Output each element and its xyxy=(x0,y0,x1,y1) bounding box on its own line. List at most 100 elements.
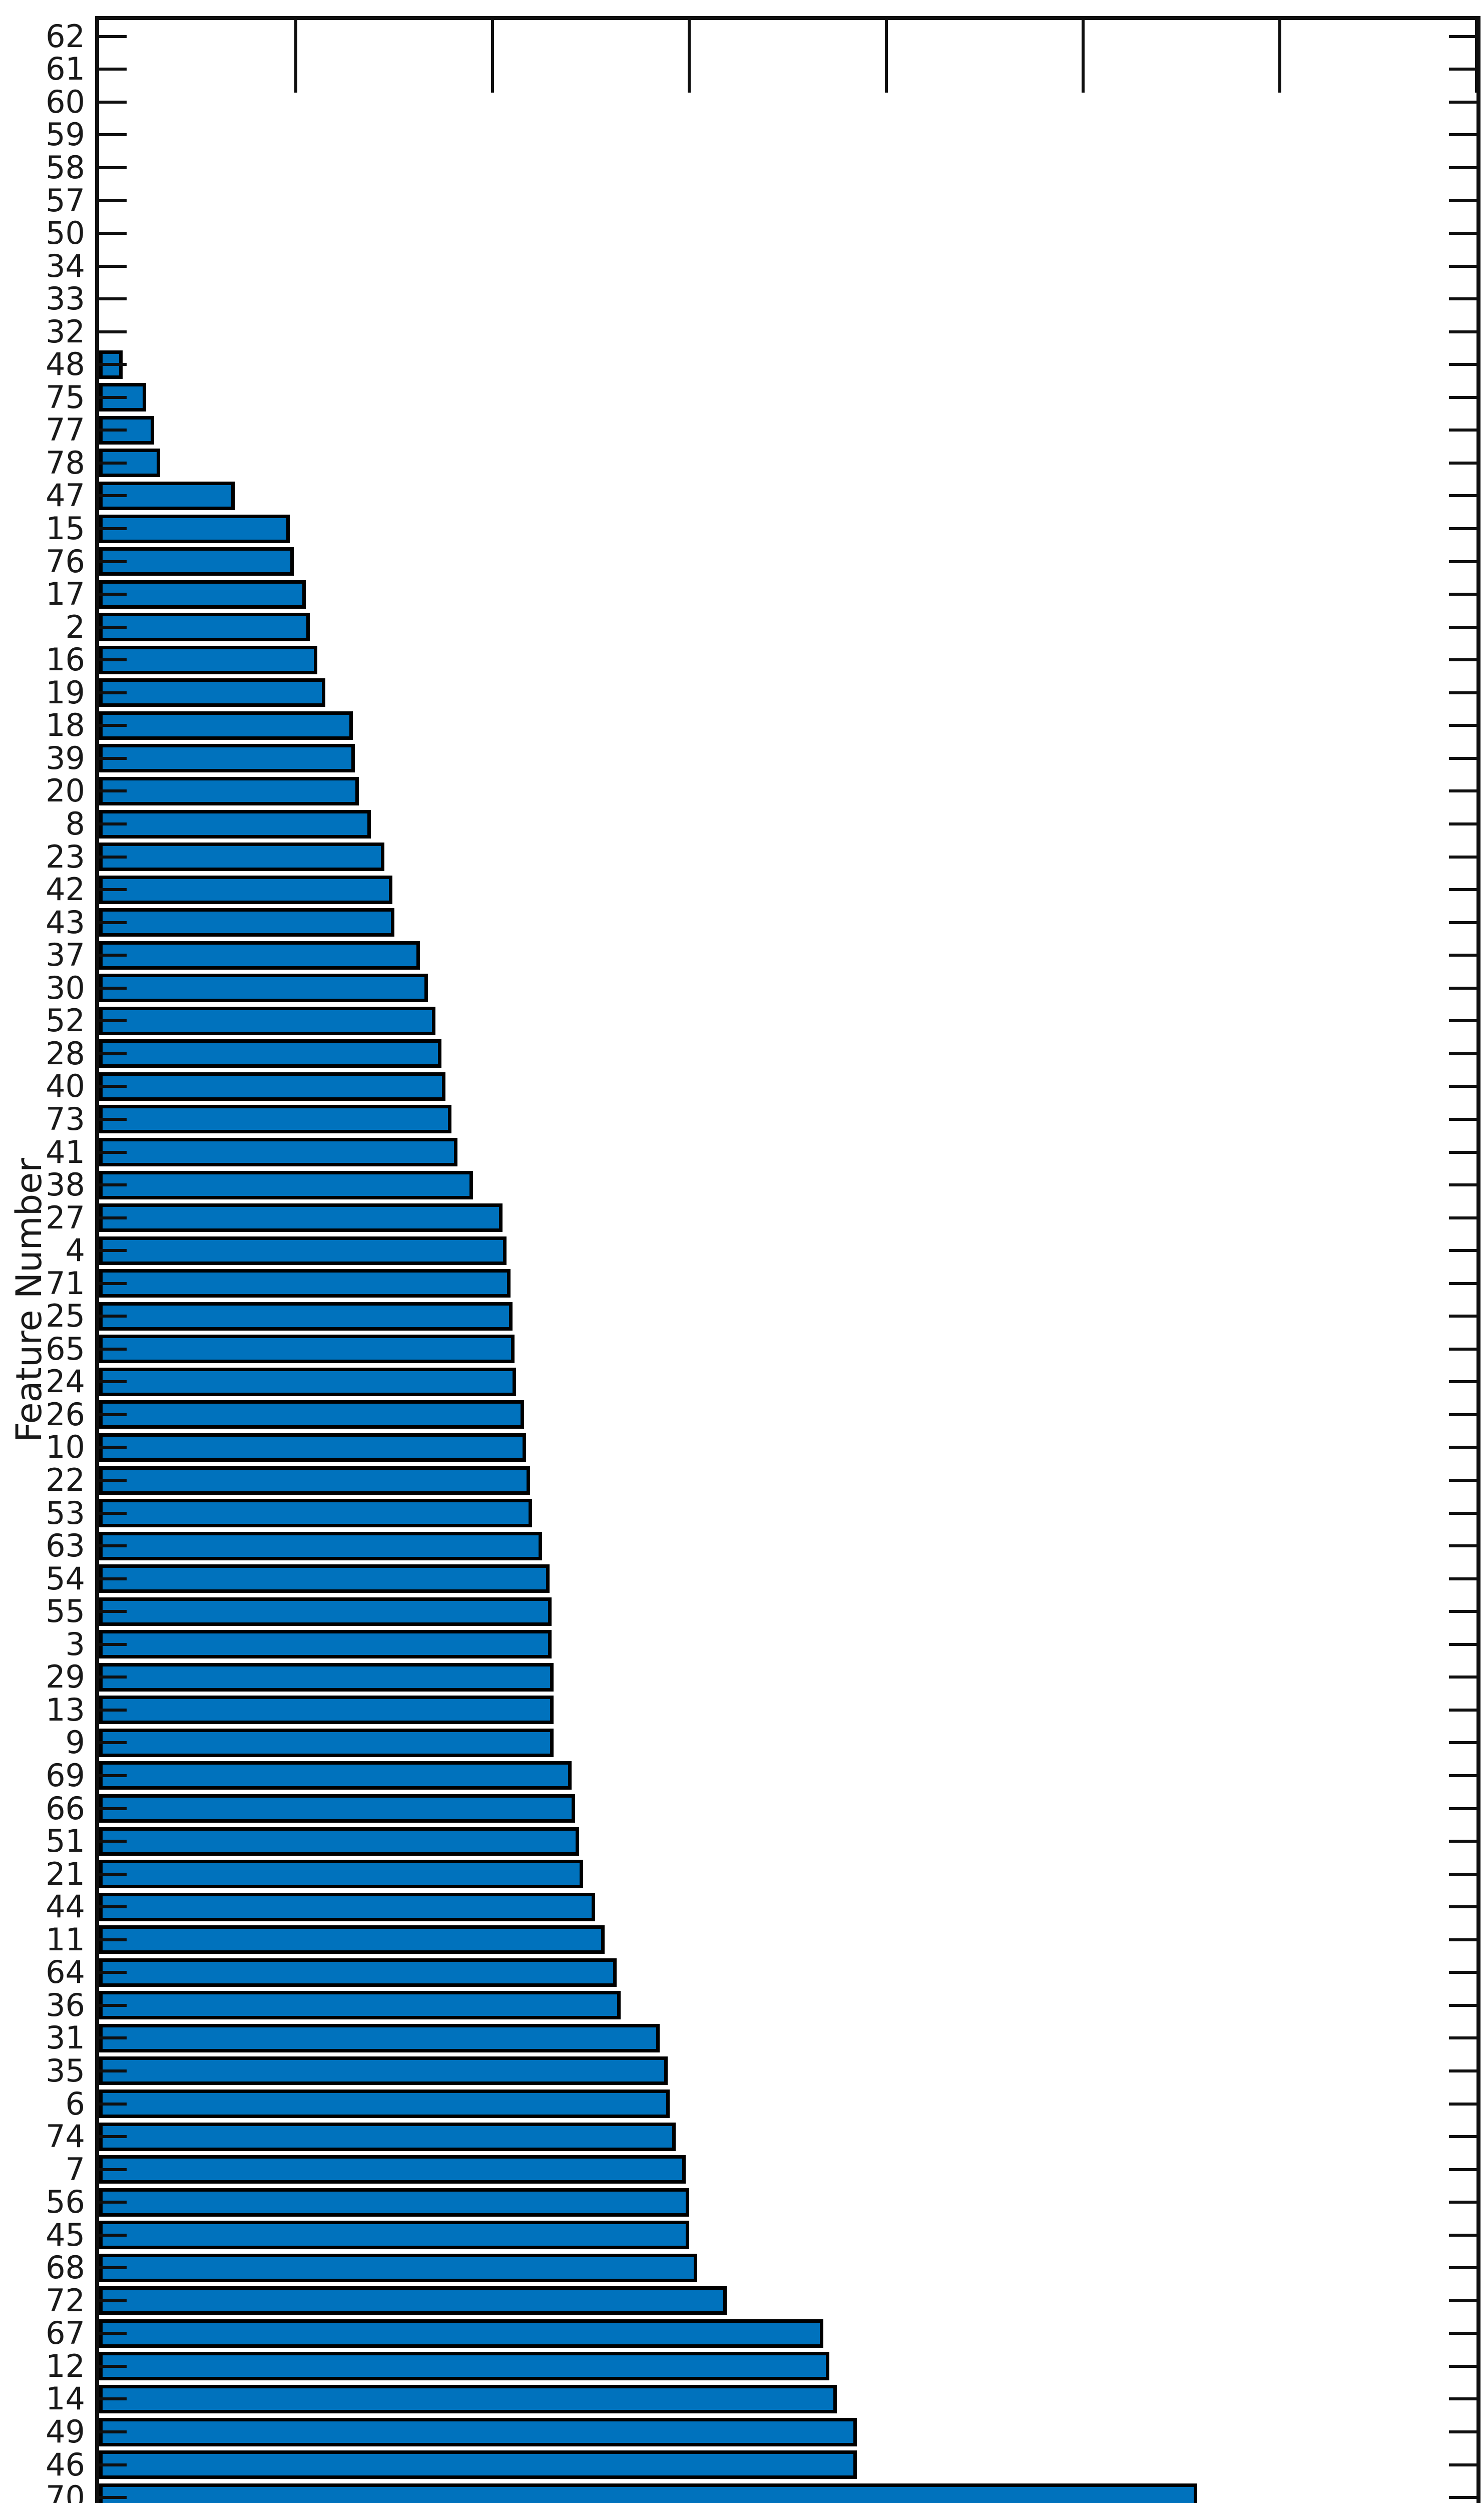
y-tick-left-58 xyxy=(99,166,127,169)
y-tick-label-13: 13 xyxy=(46,1692,85,1728)
y-tick-left-60 xyxy=(99,101,127,104)
bar-feature-17 xyxy=(99,580,306,609)
y-tick-right-44 xyxy=(1449,1905,1476,1908)
y-tick-left-50 xyxy=(99,232,127,235)
bar-feature-73 xyxy=(99,1105,451,1133)
y-tick-right-29 xyxy=(1449,1676,1476,1679)
y-tick-right-52 xyxy=(1449,1019,1476,1022)
y-tick-left-45 xyxy=(99,2234,127,2237)
y-tick-right-78 xyxy=(1449,462,1476,465)
y-tick-left-25 xyxy=(99,1315,127,1318)
y-tick-right-17 xyxy=(1449,593,1476,596)
bar-feature-63 xyxy=(99,1532,542,1560)
y-tick-label-54: 54 xyxy=(46,1560,85,1597)
y-tick-label-2: 2 xyxy=(65,609,85,645)
x-tick-top-0.7 xyxy=(1475,20,1478,93)
y-tick-left-51 xyxy=(99,1840,127,1843)
y-tick-right-22 xyxy=(1449,1479,1476,1482)
y-tick-right-24 xyxy=(1449,1380,1476,1383)
y-tick-right-8 xyxy=(1449,822,1476,825)
y-tick-label-46: 46 xyxy=(46,2446,85,2483)
y-tick-right-37 xyxy=(1449,954,1476,957)
y-tick-label-16: 16 xyxy=(46,641,85,678)
y-tick-right-40 xyxy=(1449,1085,1476,1088)
bar-feature-38 xyxy=(99,1171,473,1199)
y-tick-left-71 xyxy=(99,1282,127,1285)
y-tick-left-63 xyxy=(99,1544,127,1547)
y-tick-right-13 xyxy=(1449,1709,1476,1712)
y-tick-label-73: 73 xyxy=(46,1101,85,1137)
bar-feature-43 xyxy=(99,908,394,937)
y-tick-label-72: 72 xyxy=(46,2282,85,2319)
y-tick-label-44: 44 xyxy=(46,1888,85,1925)
bar-feature-53 xyxy=(99,1499,532,1527)
y-tick-left-23 xyxy=(99,856,127,859)
bar-feature-41 xyxy=(99,1138,457,1166)
bar-feature-71 xyxy=(99,1269,511,1298)
y-tick-label-75: 75 xyxy=(46,379,85,415)
y-tick-left-59 xyxy=(99,133,127,136)
y-tick-left-17 xyxy=(99,593,127,596)
bar-feature-52 xyxy=(99,1007,435,1035)
y-tick-right-25 xyxy=(1449,1315,1476,1318)
bar-feature-30 xyxy=(99,974,428,1002)
y-tick-right-70 xyxy=(1449,2496,1476,2499)
bar-feature-54 xyxy=(99,1564,550,1593)
y-tick-left-26 xyxy=(99,1413,127,1416)
bar-feature-12 xyxy=(99,2352,829,2380)
y-tick-label-35: 35 xyxy=(46,2052,85,2089)
bar-feature-11 xyxy=(99,1925,605,1954)
y-tick-right-30 xyxy=(1449,987,1476,990)
y-tick-label-15: 15 xyxy=(46,510,85,547)
bar-feature-74 xyxy=(99,2123,676,2151)
y-tick-left-11 xyxy=(99,1938,127,1941)
y-tick-label-50: 50 xyxy=(46,215,85,251)
y-tick-left-66 xyxy=(99,1807,127,1810)
y-tick-left-24 xyxy=(99,1380,127,1383)
y-tick-label-57: 57 xyxy=(46,182,85,219)
bar-feature-7 xyxy=(99,2155,686,2184)
y-tick-left-47 xyxy=(99,494,127,497)
bar-feature-70 xyxy=(99,2483,1197,2503)
y-tick-right-31 xyxy=(1449,2036,1476,2039)
y-tick-label-29: 29 xyxy=(46,1658,85,1695)
y-tick-left-57 xyxy=(99,199,127,202)
y-tick-right-56 xyxy=(1449,2201,1476,2204)
y-tick-label-43: 43 xyxy=(46,904,85,941)
y-tick-right-6 xyxy=(1449,2103,1476,2106)
y-tick-right-42 xyxy=(1449,888,1476,891)
x-tick-top-0.1 xyxy=(294,20,297,93)
bar-feature-56 xyxy=(99,2188,689,2217)
y-tick-label-66: 66 xyxy=(46,1790,85,1827)
bar-feature-3 xyxy=(99,1630,552,1658)
y-tick-left-42 xyxy=(99,888,127,891)
bar-feature-45 xyxy=(99,2221,689,2249)
y-tick-left-10 xyxy=(99,1446,127,1449)
y-tick-label-63: 63 xyxy=(46,1527,85,1564)
y-tick-left-19 xyxy=(99,691,127,694)
y-tick-label-30: 30 xyxy=(46,970,85,1006)
bar-feature-21 xyxy=(99,1860,583,1888)
bar-feature-67 xyxy=(99,2319,823,2348)
y-tick-left-73 xyxy=(99,1118,127,1121)
y-tick-right-2 xyxy=(1449,626,1476,629)
bar-feature-15 xyxy=(99,515,290,543)
y-tick-label-40: 40 xyxy=(46,1068,85,1104)
y-tick-left-61 xyxy=(99,68,127,71)
y-tick-left-75 xyxy=(99,396,127,399)
y-tick-label-45: 45 xyxy=(46,2217,85,2253)
bar-feature-49 xyxy=(99,2418,857,2446)
y-tick-right-19 xyxy=(1449,691,1476,694)
y-tick-right-61 xyxy=(1449,68,1476,71)
bar-feature-35 xyxy=(99,2056,668,2085)
y-tick-left-44 xyxy=(99,1905,127,1908)
bar-feature-27 xyxy=(99,1203,503,1232)
y-tick-left-4 xyxy=(99,1249,127,1252)
bar-feature-13 xyxy=(99,1696,554,1724)
y-tick-left-12 xyxy=(99,2365,127,2368)
y-tick-left-46 xyxy=(99,2463,127,2466)
y-tick-left-72 xyxy=(99,2299,127,2302)
y-tick-right-36 xyxy=(1449,2004,1476,2007)
y-tick-right-57 xyxy=(1449,199,1476,202)
